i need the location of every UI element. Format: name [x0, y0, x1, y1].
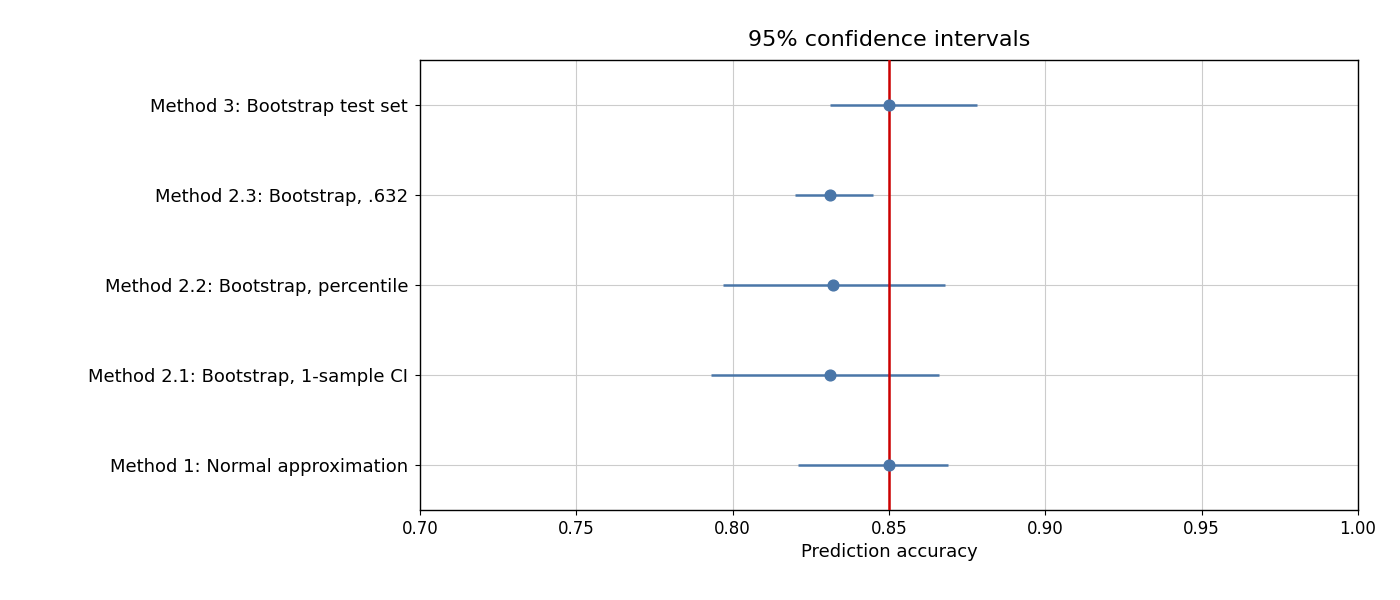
Point — [822, 280, 844, 290]
Point — [819, 370, 841, 380]
Point — [819, 190, 841, 200]
Point — [878, 100, 900, 110]
Title: 95% confidence intervals: 95% confidence intervals — [748, 30, 1030, 50]
X-axis label: Prediction accuracy: Prediction accuracy — [801, 543, 977, 561]
Point — [878, 460, 900, 470]
